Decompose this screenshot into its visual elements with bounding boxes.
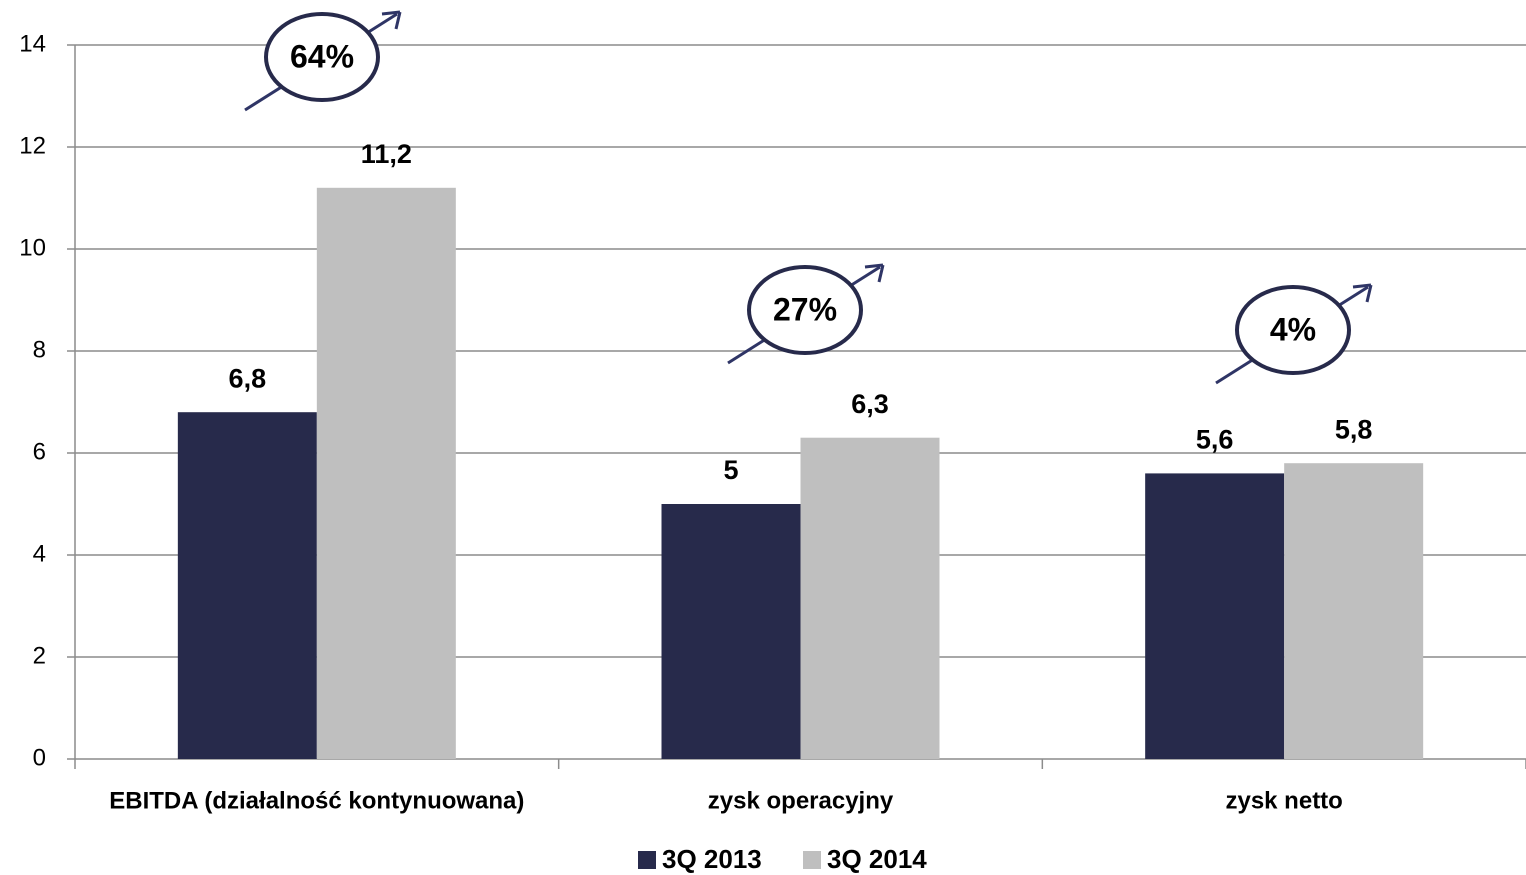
value-label: 6,3 <box>851 389 889 419</box>
x-tick-label: EBITDA (działalność kontynuowana) <box>109 787 524 814</box>
value-label: 5,8 <box>1335 414 1373 444</box>
y-tick-label: 2 <box>33 642 46 669</box>
value-label: 5 <box>723 455 738 485</box>
y-tick-label: 0 <box>33 744 46 771</box>
value-label: 6,8 <box>229 363 267 393</box>
y-tick-label: 12 <box>19 132 46 159</box>
annotation: 64% <box>290 38 354 74</box>
bar <box>1145 473 1285 759</box>
annotation: 4% <box>1270 311 1316 347</box>
bar <box>800 437 940 759</box>
value-label: 11,2 <box>361 139 412 169</box>
bar <box>661 504 801 759</box>
arrow-head <box>1352 283 1373 303</box>
x-tick-label: zysk operacyjny <box>708 787 894 814</box>
legend-swatch <box>638 851 656 869</box>
annotation-ellipse <box>747 265 863 355</box>
annotation-ellipse <box>1235 285 1351 375</box>
legend-label: 3Q 2013 <box>662 844 762 874</box>
value-label: 5,6 <box>1196 425 1234 455</box>
arrow-head <box>381 10 402 30</box>
y-tick-label: 6 <box>33 438 46 465</box>
legend-swatch <box>803 851 821 869</box>
bar <box>1284 463 1424 759</box>
annotation-ellipse <box>264 12 380 102</box>
bar <box>177 412 317 759</box>
x-tick-label: zysk netto <box>1225 787 1342 814</box>
y-tick-label: 8 <box>33 336 46 363</box>
legend-label: 3Q 2014 <box>827 844 927 874</box>
annotation: 27% <box>773 291 837 327</box>
arrow-head <box>864 263 885 283</box>
y-tick-label: 14 <box>19 30 46 57</box>
y-tick-label: 10 <box>19 234 46 261</box>
bar <box>316 187 456 760</box>
y-tick-label: 4 <box>33 540 46 567</box>
